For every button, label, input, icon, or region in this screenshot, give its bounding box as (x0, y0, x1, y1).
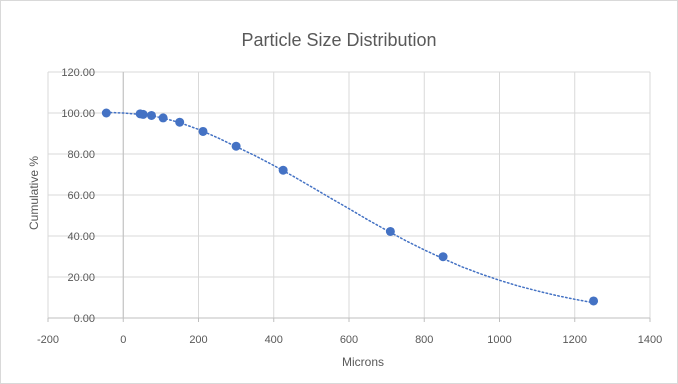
y-tick-label: 60.00 (67, 190, 95, 202)
data-point (278, 165, 288, 175)
data-point (438, 252, 448, 262)
x-tick-label: 400 (265, 334, 283, 346)
x-tick-label: 0 (120, 334, 126, 346)
data-point (146, 110, 156, 120)
data-point (138, 109, 148, 119)
x-tick-label: 200 (189, 334, 207, 346)
tick-labels: 0.00 20.00 40.00 60.00 80.00 100.00 120.00 -200… (37, 67, 662, 346)
y-tick-label: 120.00 (61, 67, 95, 79)
data-point (198, 126, 208, 136)
y-tick-label: 0.00 (74, 313, 95, 325)
x-tick-label: 1000 (487, 334, 511, 346)
data-point (158, 113, 168, 123)
y-axis-title: Cumulative % (27, 156, 41, 230)
x-tick-label: 800 (415, 334, 433, 346)
data-point (385, 226, 395, 236)
x-tick-label: 600 (340, 334, 358, 346)
x-tick-label: 1400 (638, 334, 662, 346)
data-point (175, 117, 185, 127)
y-tick-label: 100.00 (61, 108, 95, 120)
x-tick-label: -200 (37, 334, 59, 346)
chart-title: Particle Size Distribution (241, 30, 437, 50)
x-tick-label: 1200 (563, 334, 587, 346)
y-tick-label: 40.00 (67, 231, 95, 243)
data-point (231, 141, 241, 151)
data-point (101, 108, 111, 118)
x-axis-title: Microns (342, 355, 384, 369)
trendline-layer (105, 111, 595, 304)
data-point (589, 296, 599, 306)
trendline (105, 111, 595, 304)
gridlines (47, 71, 651, 318)
y-tick-label: 80.00 (67, 149, 95, 161)
points-layer (101, 108, 599, 306)
y-tick-label: 20.00 (67, 272, 95, 284)
